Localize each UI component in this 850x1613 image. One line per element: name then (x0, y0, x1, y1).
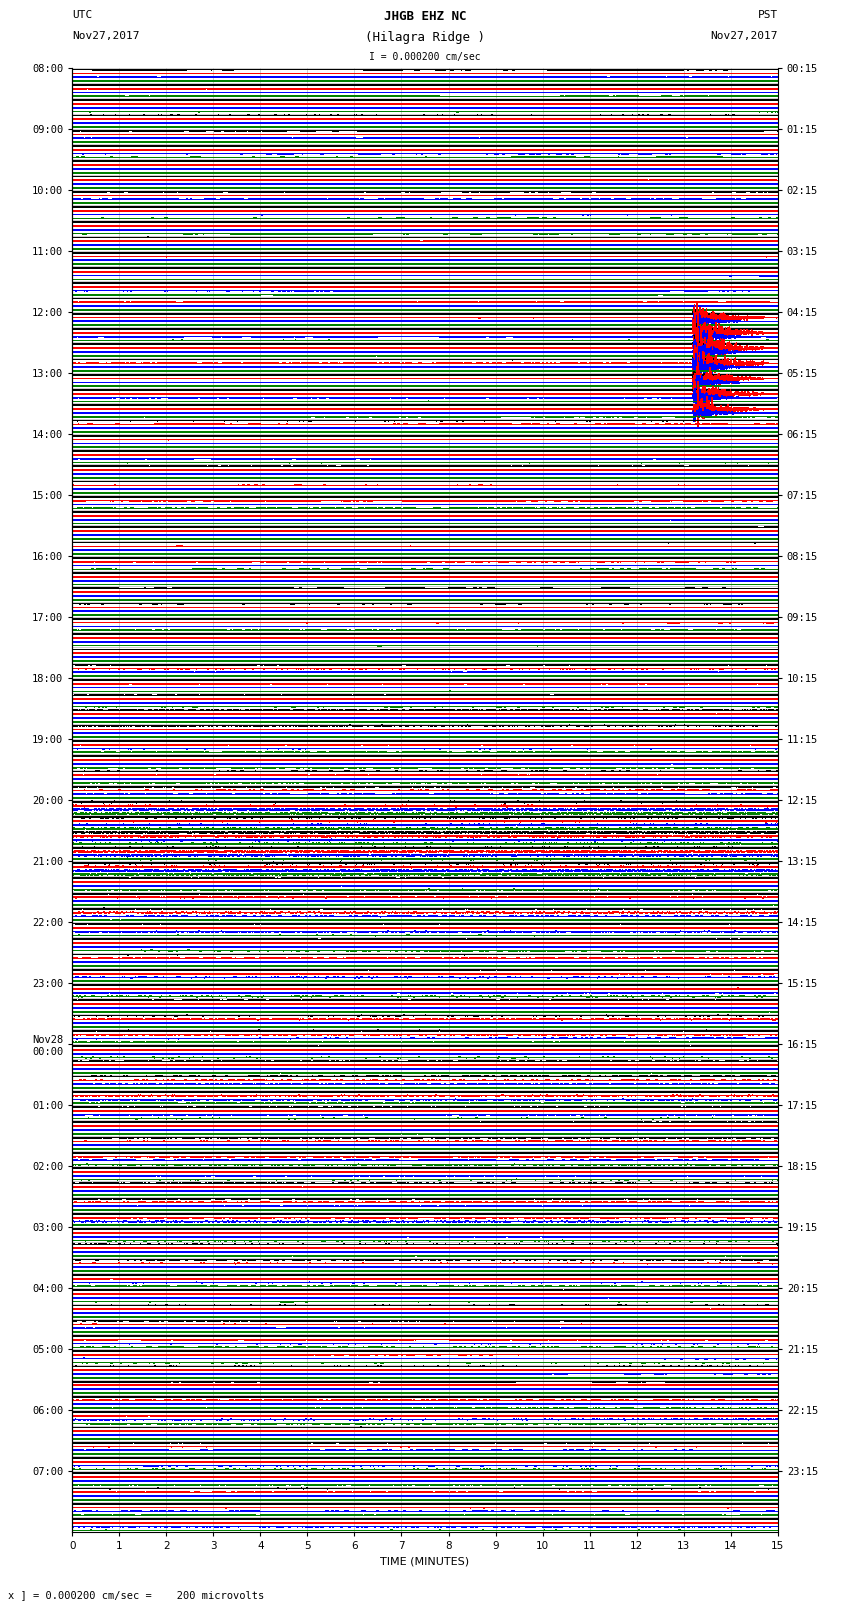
Text: PST: PST (757, 10, 778, 19)
Text: I = 0.000200 cm/sec: I = 0.000200 cm/sec (369, 52, 481, 61)
Text: JHGB EHZ NC: JHGB EHZ NC (383, 10, 467, 23)
Text: (Hilagra Ridge ): (Hilagra Ridge ) (365, 31, 485, 44)
Text: UTC: UTC (72, 10, 93, 19)
X-axis label: TIME (MINUTES): TIME (MINUTES) (381, 1557, 469, 1566)
Text: Nov27,2017: Nov27,2017 (72, 31, 139, 40)
Text: x ] = 0.000200 cm/sec =    200 microvolts: x ] = 0.000200 cm/sec = 200 microvolts (8, 1590, 264, 1600)
Text: Nov27,2017: Nov27,2017 (711, 31, 778, 40)
